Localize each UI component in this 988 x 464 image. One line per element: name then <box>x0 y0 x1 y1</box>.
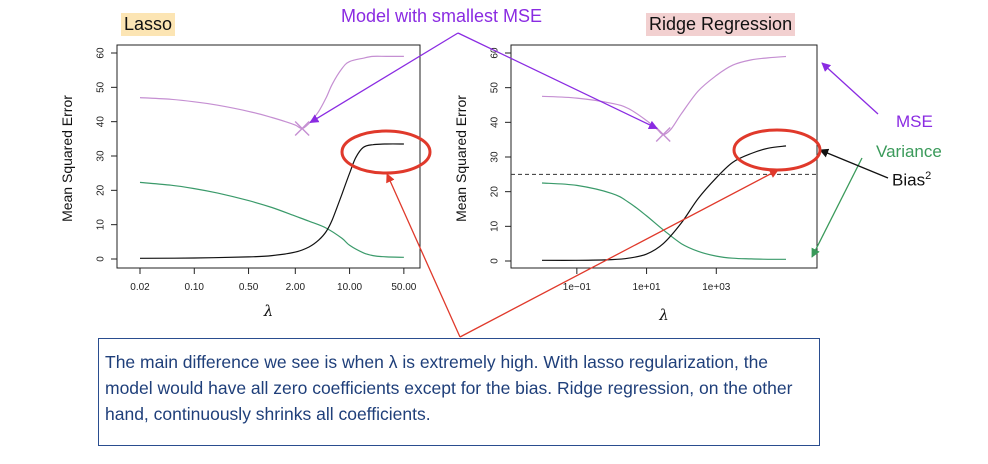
ridge-plot-frame <box>510 44 818 269</box>
explanation-note: The main difference we see is when λ is … <box>98 338 820 446</box>
legend-bias-superscript: 2 <box>925 170 932 182</box>
ridge-y-tick-label: 60 <box>490 47 501 59</box>
callout-arrow-lasso <box>309 32 459 124</box>
note-arrow-ridge <box>459 169 779 338</box>
smallest-mse-callout: Model with smallest MSE <box>341 6 543 26</box>
legend-bias: Bias2 <box>892 170 931 191</box>
ridge-y-axis-label: Mean Squared Error <box>453 95 469 222</box>
ridge-highlight-ellipse <box>732 128 822 172</box>
lasso-y-tick-label: 30 <box>96 150 107 162</box>
lasso-x-tick-label: 0.02 <box>130 282 150 293</box>
lasso-y-axis-label: Mean Squared Error <box>59 95 75 222</box>
lasso-x-axis-label: λ <box>263 302 274 320</box>
legend-bias-text: Bias <box>892 170 926 190</box>
ridge-x-tick-label: 1e−01 <box>563 282 592 293</box>
lasso-x-tick-label: 0.50 <box>239 282 259 293</box>
ridge-y-tick-label: 10 <box>490 220 501 232</box>
lasso-x-tick-label: 10.00 <box>337 282 362 293</box>
lasso-mse-line <box>139 55 404 130</box>
ridge-x-tick-label: 1e+01 <box>633 282 662 293</box>
lasso-y-tick-label: 60 <box>96 47 107 59</box>
legend-arrow-mse <box>821 62 879 115</box>
ridge-y-tick-label: 0 <box>490 258 501 264</box>
ridge-panel: 0 10 20 30 40 50 60 1e−01 1e+01 1e+03 Mean Squared… <box>453 44 818 324</box>
ridge-x-axis-label: λ <box>658 306 669 324</box>
lasso-y-tick-label: 20 <box>96 184 107 196</box>
note-arrow-lasso <box>386 173 461 338</box>
lasso-highlight-ellipse <box>340 129 432 175</box>
lasso-panel: 0 10 20 30 40 50 60 0.02 0.10 0.50 2.00 10.00 50.00 M… <box>59 44 421 320</box>
callout-arrow-ridge <box>457 32 659 130</box>
ridge-variance-line <box>541 182 786 260</box>
ridge-title: Ridge Regression <box>646 13 796 36</box>
ridge-mse-line <box>541 55 787 136</box>
lasso-y-tick-label: 0 <box>96 256 107 262</box>
lasso-y-tick-label: 40 <box>96 116 107 128</box>
ridge-y-tick-label: 40 <box>490 116 501 128</box>
lasso-y-tick-label: 10 <box>96 219 107 231</box>
legend-mse: MSE <box>896 112 933 131</box>
lasso-title: Lasso <box>121 13 176 36</box>
annotations <box>309 32 889 338</box>
ridge-x-tick-label: 1e+03 <box>702 282 731 293</box>
lasso-bias-line <box>139 143 404 259</box>
lasso-x-tick-label: 0.10 <box>185 282 205 293</box>
ridge-y-tick-label: 30 <box>490 151 501 163</box>
lasso-x-tick-label: 2.00 <box>286 282 306 293</box>
ridge-bias-line <box>541 145 787 261</box>
lasso-x-tick-label: 50.00 <box>391 282 416 293</box>
lasso-min-mse-marker <box>294 121 310 137</box>
legend-arrow-bias <box>819 148 889 179</box>
lasso-variance-line <box>139 181 404 258</box>
lasso-plot-frame <box>116 44 421 269</box>
legend-arrow-variance <box>811 157 863 258</box>
lasso-y-tick-label: 50 <box>96 81 107 93</box>
legend-variance: Variance <box>876 142 942 161</box>
ridge-y-tick-label: 50 <box>490 82 501 94</box>
ridge-y-tick-label: 20 <box>490 186 501 198</box>
ridge-min-mse-marker <box>655 126 671 142</box>
